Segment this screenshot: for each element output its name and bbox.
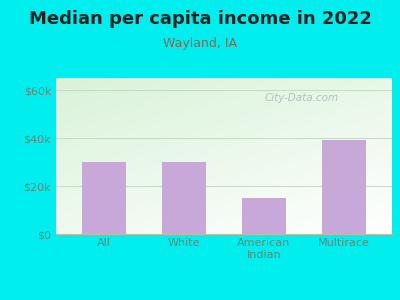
Bar (162, 162, 206, 234)
Bar (242, 198, 286, 234)
Text: Median per capita income in 2022: Median per capita income in 2022 (28, 11, 372, 28)
Bar (322, 140, 366, 234)
Text: City-Data.com: City-Data.com (264, 93, 338, 103)
Text: Wayland, IA: Wayland, IA (163, 38, 237, 50)
Bar (82, 162, 126, 234)
